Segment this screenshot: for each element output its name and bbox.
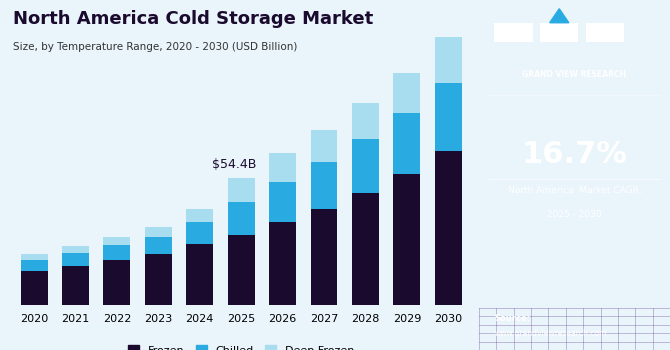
Bar xyxy=(269,153,296,182)
Bar xyxy=(103,245,131,260)
Text: North America  Market CAGR,: North America Market CAGR, xyxy=(508,186,641,195)
Bar xyxy=(393,113,420,174)
Polygon shape xyxy=(549,9,569,23)
Text: 16.7%: 16.7% xyxy=(521,140,628,169)
Bar xyxy=(186,244,213,304)
FancyBboxPatch shape xyxy=(540,23,578,42)
Bar xyxy=(393,74,420,113)
Bar xyxy=(21,271,48,304)
Text: 2025 - 2030: 2025 - 2030 xyxy=(547,210,602,219)
Bar xyxy=(352,103,379,139)
Bar xyxy=(186,222,213,244)
Bar xyxy=(228,177,255,202)
Bar xyxy=(62,266,89,304)
Bar xyxy=(435,83,462,150)
Bar xyxy=(103,260,131,304)
Text: www.grandviewresearch.com: www.grandviewresearch.com xyxy=(494,329,607,338)
Bar xyxy=(435,37,462,83)
Bar xyxy=(21,254,48,260)
Legend: Frozen, Chilled, Deep Frozen: Frozen, Chilled, Deep Frozen xyxy=(123,341,359,350)
Bar xyxy=(145,228,172,237)
Bar xyxy=(269,182,296,222)
Text: $54.4B: $54.4B xyxy=(212,158,257,171)
Bar xyxy=(186,209,213,222)
Text: Source:: Source: xyxy=(494,314,531,323)
Bar xyxy=(311,162,338,209)
Bar xyxy=(62,253,89,266)
Bar xyxy=(228,234,255,304)
Bar xyxy=(352,193,379,304)
Bar xyxy=(145,254,172,304)
Text: Size, by Temperature Range, 2020 - 2030 (USD Billion): Size, by Temperature Range, 2020 - 2030 … xyxy=(13,42,297,52)
Text: North America Cold Storage Market: North America Cold Storage Market xyxy=(13,10,374,28)
Bar xyxy=(145,237,172,254)
Bar xyxy=(435,150,462,304)
Bar xyxy=(311,209,338,304)
Bar xyxy=(269,222,296,304)
Bar xyxy=(228,202,255,234)
Bar xyxy=(62,246,89,253)
Text: GRAND VIEW RESEARCH: GRAND VIEW RESEARCH xyxy=(523,70,626,79)
Bar xyxy=(311,130,338,162)
Bar xyxy=(103,237,131,245)
Bar xyxy=(393,174,420,304)
Bar xyxy=(21,260,48,271)
FancyBboxPatch shape xyxy=(494,23,533,42)
FancyBboxPatch shape xyxy=(586,23,624,42)
Bar xyxy=(352,139,379,193)
